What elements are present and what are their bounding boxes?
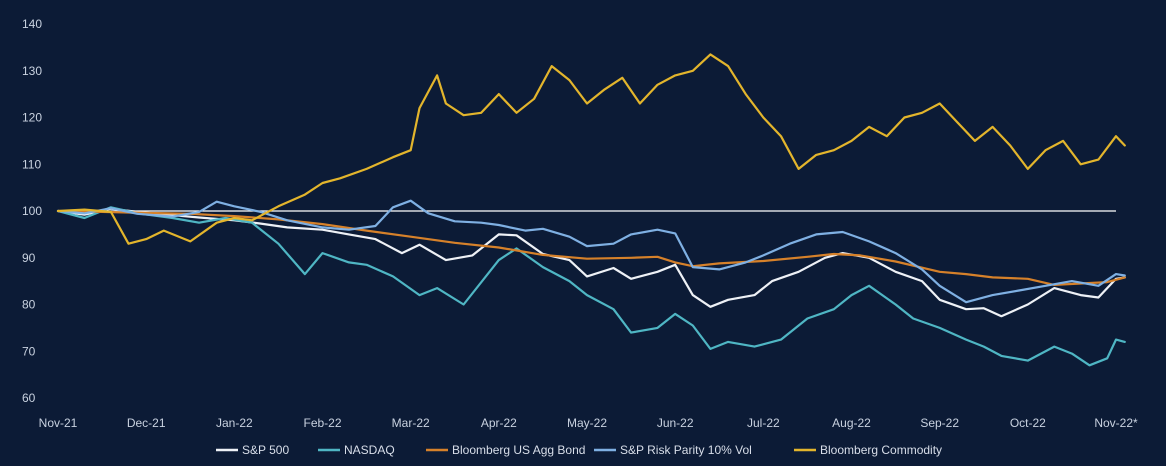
y-tick-label: 60 <box>22 391 36 405</box>
y-tick-label: 140 <box>22 17 42 31</box>
x-axis: Nov-21 Dec-21 Jan-22 Feb-22 Mar-22 Apr-22 May-… <box>39 416 1138 430</box>
x-tick-label: Feb-22 <box>303 416 341 430</box>
y-tick-label: 80 <box>22 298 36 312</box>
series-line-nasdaq <box>56 206 1126 367</box>
legend-item: Bloomberg US Agg Bond <box>426 443 585 457</box>
x-tick-label: Apr-22 <box>481 416 517 430</box>
legend-item: S&P 500 <box>216 443 289 457</box>
legend-item: NASDAQ <box>318 443 395 457</box>
series-line-bloomberg-us-agg-bond <box>56 209 1126 286</box>
legend-item: Bloomberg Commodity <box>794 443 942 457</box>
legend-label: NASDAQ <box>344 443 395 457</box>
x-tick-label: Aug-22 <box>832 416 871 430</box>
legend-label: Bloomberg Commodity <box>820 443 942 457</box>
x-tick-label: Oct-22 <box>1010 416 1046 430</box>
y-tick-label: 120 <box>22 111 42 125</box>
x-tick-label: Nov-21 <box>39 416 78 430</box>
series-line-bloomberg-commodity <box>56 53 1126 245</box>
y-tick-label: 100 <box>22 204 42 218</box>
x-tick-label: Nov-22* <box>1094 416 1138 430</box>
series-layer <box>56 53 1126 367</box>
legend-label: Bloomberg US Agg Bond <box>452 443 585 457</box>
series-line-s-p-500 <box>56 207 1126 318</box>
x-tick-label: Jun-22 <box>657 416 694 430</box>
x-tick-label: Dec-21 <box>127 416 166 430</box>
x-tick-label: Sep-22 <box>920 416 959 430</box>
y-axis: 60 70 80 90 100 110 120 130 140 <box>22 17 42 405</box>
legend: S&P 500 NASDAQ Bloomberg US Agg Bond S&P Ri… <box>216 443 942 457</box>
x-tick-label: Mar-22 <box>392 416 430 430</box>
y-tick-label: 110 <box>22 157 41 171</box>
x-tick-label: May-22 <box>567 416 607 430</box>
legend-item: S&P Risk Parity 10% Vol <box>594 443 752 457</box>
y-tick-label: 90 <box>22 251 36 265</box>
series-line-s-p-risk-parity-10-vol <box>56 199 1126 304</box>
x-tick-label: Jul-22 <box>747 416 780 430</box>
y-tick-label: 130 <box>22 64 42 78</box>
legend-label: S&P 500 <box>242 443 289 457</box>
legend-label: S&P Risk Parity 10% Vol <box>620 443 752 457</box>
y-tick-label: 70 <box>22 344 36 358</box>
x-tick-label: Jan-22 <box>216 416 253 430</box>
